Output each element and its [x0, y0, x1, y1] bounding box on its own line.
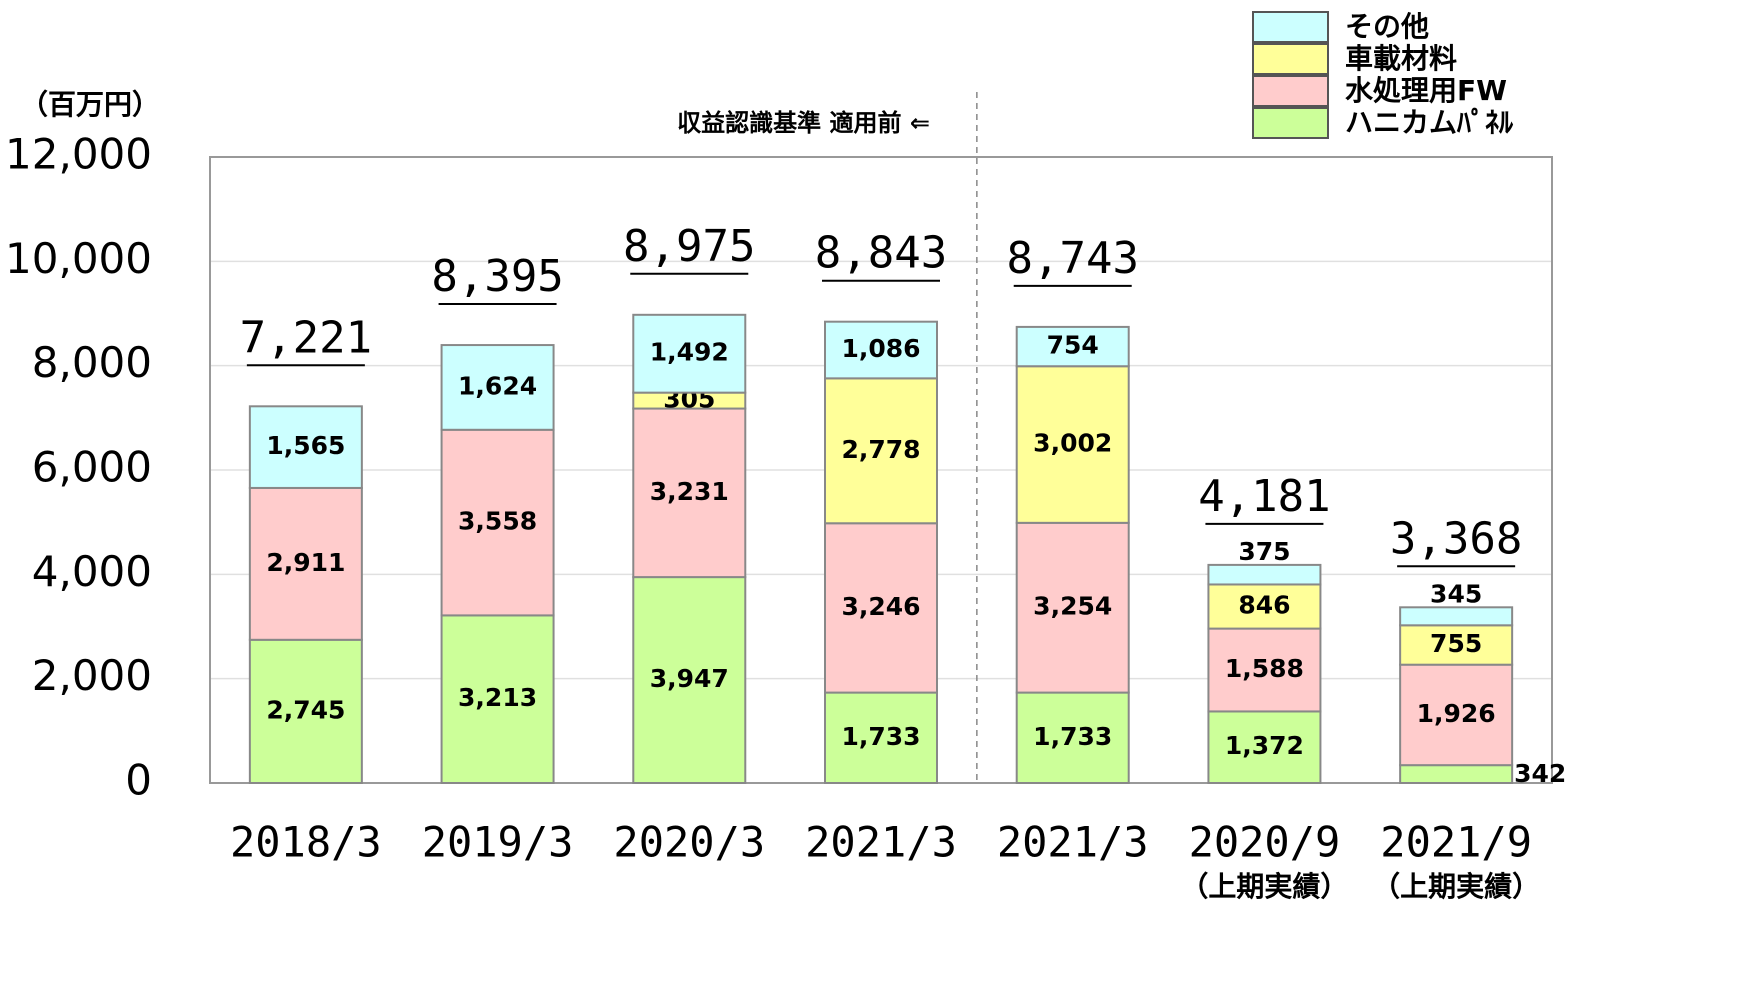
bar-segment [824, 522, 938, 694]
x-tick-label: 2020/9 [1189, 818, 1341, 867]
bar-segment [440, 428, 555, 617]
legend-swatch [1252, 43, 1329, 75]
y-tick-label: 0 [125, 756, 152, 805]
legend-swatch [1252, 107, 1329, 139]
bar-segment [1207, 710, 1322, 784]
legend-label: その他 [1345, 10, 1429, 43]
legend-label: 水処理用FW [1345, 74, 1507, 107]
bar-segment [1207, 563, 1322, 586]
data-label: 3,947 [650, 664, 729, 693]
x-tick-label: 2018/3 [230, 818, 382, 867]
bar-segment [1015, 521, 1130, 694]
data-label: 1,086 [841, 334, 920, 363]
x-tick-sublabel: （上期実績） [1372, 870, 1540, 903]
total-label: 8,843 [815, 228, 947, 279]
bar-segment [632, 313, 747, 394]
bar-segment [1015, 325, 1130, 368]
data-label: 3,246 [841, 592, 920, 621]
bar-segment [824, 377, 938, 525]
legend-label: ハニカムﾊﾟﾈﾙ [1345, 106, 1514, 139]
data-label: 345 [1430, 579, 1482, 608]
legend-label: 車載材料 [1345, 42, 1457, 75]
legend-swatch [1252, 75, 1329, 107]
bar-segment [632, 576, 747, 784]
bar-segment [1399, 663, 1514, 767]
y-tick-label: 6,000 [32, 443, 152, 492]
total-label: 8,395 [431, 251, 563, 302]
x-tick-label: 2021/3 [805, 818, 957, 867]
bar-segment [440, 614, 555, 784]
bar-segment [1015, 691, 1130, 784]
bar-segment [632, 407, 747, 579]
x-tick-sublabel: （上期実績） [1180, 870, 1348, 903]
y-tick-label: 2,000 [32, 651, 152, 700]
bar-segment [1207, 583, 1322, 630]
data-label: 2,778 [841, 435, 920, 464]
data-label: 1,926 [1417, 699, 1496, 728]
data-label: 1,733 [1033, 722, 1112, 751]
x-tick-label: 2020/3 [613, 818, 765, 867]
data-label: 755 [1430, 629, 1482, 658]
x-tick-label: 2019/3 [422, 818, 574, 867]
data-label: 2,745 [266, 695, 345, 724]
y-axis-label: （百万円） [20, 88, 160, 121]
y-tick-label: 4,000 [32, 547, 152, 596]
bar-segment [824, 320, 938, 380]
data-label: 375 [1238, 537, 1290, 566]
bar-segment [248, 405, 363, 489]
data-label: 754 [1047, 331, 1099, 360]
x-tick-label: 2021/9 [1380, 818, 1532, 867]
data-label: 846 [1238, 591, 1290, 620]
y-tick-label: 8,000 [32, 338, 152, 387]
y-tick-label: 12,000 [5, 130, 152, 179]
data-label: 1,733 [841, 722, 920, 751]
total-label: 8,975 [623, 221, 755, 272]
bar-segment [440, 344, 555, 431]
total-label: 4,181 [1198, 471, 1330, 522]
bar-segment [824, 691, 938, 784]
data-label: 3,254 [1033, 592, 1112, 621]
data-label: 1,492 [650, 338, 729, 367]
data-label: 2,911 [266, 548, 345, 577]
bar-segment [1015, 365, 1130, 524]
data-label: 3,231 [650, 477, 729, 506]
data-label: 1,372 [1225, 731, 1304, 760]
legend-swatch [1252, 11, 1329, 43]
bar-segment [1399, 606, 1514, 627]
bar-segment [1399, 624, 1514, 666]
annotation: 収益認識基準 適用前 ⇐ [677, 109, 930, 137]
data-label: 1,588 [1225, 654, 1304, 683]
x-tick-label: 2021/3 [997, 818, 1149, 867]
data-label: 342 [1514, 759, 1566, 788]
data-label: 3,213 [458, 683, 537, 712]
data-label: 1,624 [458, 371, 537, 400]
data-label: 3,558 [458, 507, 537, 536]
data-label: 1,565 [266, 431, 345, 460]
total-label: 8,743 [1006, 233, 1138, 284]
total-label: 7,221 [240, 312, 372, 363]
y-tick-label: 10,000 [5, 234, 152, 283]
total-label: 3,368 [1390, 513, 1522, 564]
bar-segment [1399, 764, 1514, 784]
bar-segment [248, 638, 363, 784]
data-label: 3,002 [1033, 429, 1112, 458]
